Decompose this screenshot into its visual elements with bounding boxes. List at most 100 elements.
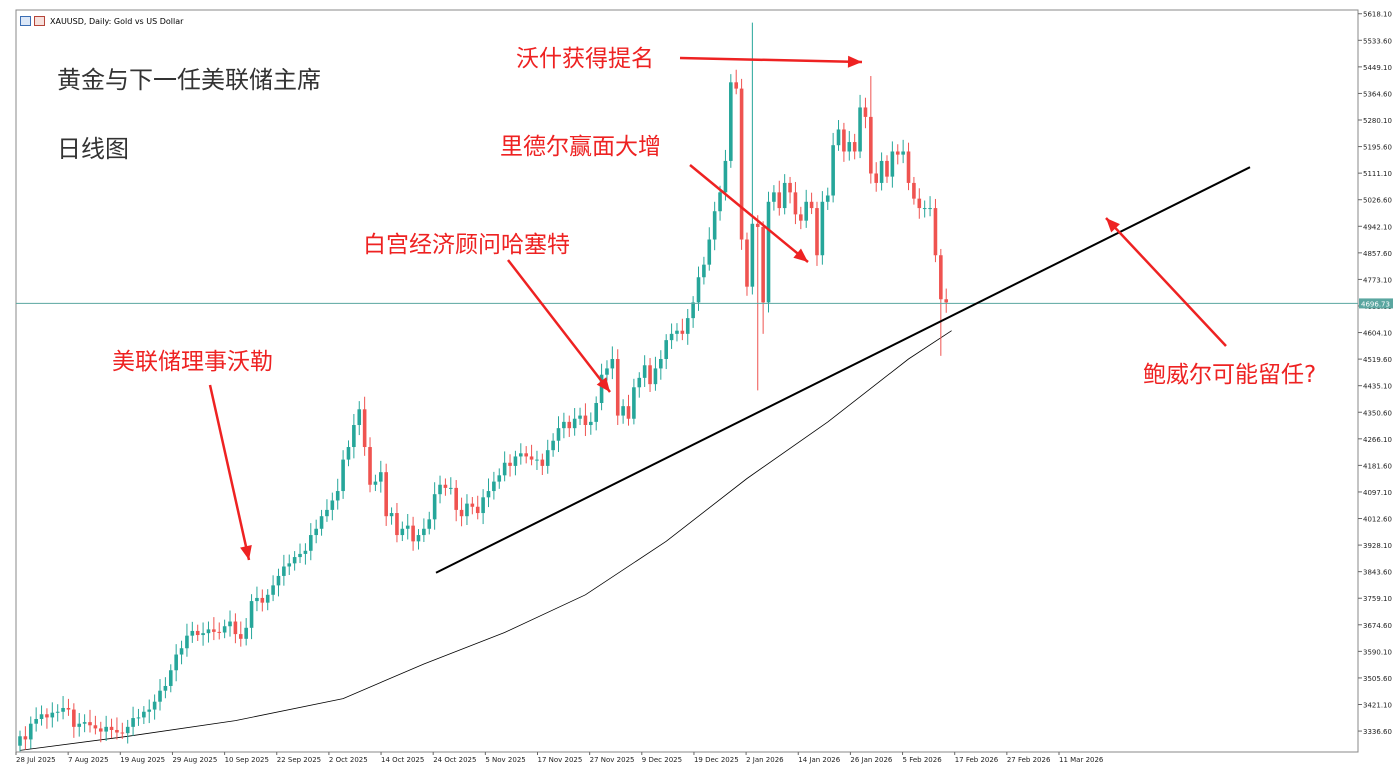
annotation-powell: 鲍威尔可能留任? bbox=[1143, 362, 1317, 388]
candle-body bbox=[314, 528, 318, 536]
candle-body bbox=[928, 208, 932, 210]
y-tick-label: 4181.60 bbox=[1363, 462, 1392, 470]
candle-body bbox=[179, 648, 184, 655]
moving-average-line bbox=[19, 330, 952, 751]
arrow-waller bbox=[208, 384, 251, 561]
candle-body bbox=[782, 182, 787, 209]
candle-body bbox=[271, 585, 275, 595]
candle-body bbox=[680, 330, 685, 334]
candle-body bbox=[201, 633, 205, 636]
candle-body bbox=[282, 566, 286, 576]
candle-body bbox=[562, 421, 566, 429]
x-tick-label: 2 Jan 2026 bbox=[746, 756, 784, 764]
candle-body bbox=[233, 621, 238, 635]
symbol-label: XAUUSD, Daily: Gold vs US Dollar bbox=[50, 16, 184, 26]
candle-body bbox=[610, 358, 615, 369]
candle-body bbox=[109, 726, 114, 730]
y-tick-label: 5195.60 bbox=[1363, 144, 1392, 152]
x-tick-label: 17 Feb 2026 bbox=[955, 756, 999, 764]
candle-body bbox=[831, 145, 835, 196]
candle-body bbox=[405, 525, 410, 529]
candle-body bbox=[874, 173, 879, 183]
arrow-powell-head bbox=[1106, 218, 1120, 233]
overlay-layer: 4696.73 bbox=[16, 166, 1393, 574]
candle-body bbox=[529, 456, 534, 460]
candle-body bbox=[244, 627, 248, 639]
candle-body bbox=[519, 453, 523, 457]
y-tick-label: 3590.10 bbox=[1363, 648, 1392, 656]
candle-body bbox=[61, 707, 65, 712]
x-tick-label: 22 Sep 2025 bbox=[277, 756, 321, 764]
candle-body bbox=[163, 685, 168, 691]
candle-body bbox=[858, 107, 862, 152]
candle-body bbox=[104, 726, 108, 732]
candle-body bbox=[39, 714, 44, 719]
x-tick-label: 24 Oct 2025 bbox=[433, 756, 476, 764]
candle-body bbox=[486, 491, 491, 498]
arrow-rieder bbox=[689, 164, 809, 263]
y-tick-label: 5618.10 bbox=[1363, 11, 1392, 19]
candle-body bbox=[793, 192, 798, 215]
candle-body bbox=[287, 563, 292, 567]
x-axis: 28 Jul 2025 7 Aug 2025 19 Aug 2025 29 Aug 2… bbox=[15, 752, 1104, 764]
candle-body bbox=[28, 723, 33, 740]
trendline bbox=[435, 166, 1251, 574]
candle-body bbox=[685, 318, 690, 334]
candle-body bbox=[772, 192, 776, 202]
arrow-warsh bbox=[679, 56, 863, 64]
candle-body bbox=[944, 299, 949, 303]
candle-body bbox=[88, 722, 92, 726]
chart-signal-icon[interactable] bbox=[34, 16, 45, 26]
candle-body bbox=[459, 509, 464, 517]
candle-body bbox=[718, 192, 722, 212]
candle-body bbox=[648, 365, 652, 385]
y-tick-label: 3843.60 bbox=[1363, 569, 1392, 577]
candle-body bbox=[249, 601, 254, 628]
candle-body bbox=[922, 208, 927, 210]
moving-average-layer bbox=[19, 330, 952, 751]
candle-body bbox=[66, 707, 71, 710]
candle-body bbox=[373, 481, 378, 485]
candle-body bbox=[389, 513, 394, 517]
y-tick-label: 3505.60 bbox=[1363, 675, 1392, 683]
y-tick-label: 5280.10 bbox=[1363, 117, 1392, 125]
candle-body bbox=[933, 208, 938, 256]
x-tick-label: 9 Dec 2025 bbox=[642, 756, 682, 764]
candle-body bbox=[378, 472, 383, 482]
annotation-rieder: 里德尔赢面大增 bbox=[500, 134, 661, 160]
candle-body bbox=[615, 358, 620, 416]
y-tick-label: 4266.10 bbox=[1363, 436, 1392, 444]
y-tick-label: 5364.60 bbox=[1363, 90, 1392, 98]
candle-body bbox=[605, 368, 609, 375]
y-tick-label: 5111.10 bbox=[1363, 170, 1392, 178]
y-tick-label: 3759.10 bbox=[1363, 595, 1392, 603]
chart-subtitle: 日线图 bbox=[57, 135, 129, 163]
candle-body bbox=[475, 506, 480, 514]
candle-body bbox=[23, 736, 28, 740]
candle-body bbox=[583, 415, 588, 426]
candle-body bbox=[34, 718, 38, 724]
y-tick-label: 5449.10 bbox=[1363, 64, 1392, 72]
chart-grid-icon[interactable] bbox=[20, 16, 31, 26]
candle-body bbox=[836, 129, 841, 146]
candle-body bbox=[551, 440, 555, 451]
candle-body bbox=[298, 553, 302, 558]
candle-body bbox=[443, 484, 448, 488]
candle-body bbox=[621, 406, 625, 416]
y-tick-label: 4773.10 bbox=[1363, 276, 1392, 284]
candle-body bbox=[45, 714, 49, 718]
candle-body bbox=[589, 421, 593, 426]
x-tick-label: 5 Nov 2025 bbox=[485, 756, 525, 764]
candle-body bbox=[513, 456, 518, 466]
y-tick-label: 4435.10 bbox=[1363, 383, 1392, 391]
candle-body bbox=[55, 711, 60, 713]
candle-body bbox=[939, 255, 943, 300]
x-tick-label: 2 Oct 2025 bbox=[329, 756, 368, 764]
x-tick-label: 19 Dec 2025 bbox=[694, 756, 739, 764]
y-tick-label: 4012.60 bbox=[1363, 516, 1392, 524]
annotation-arrows bbox=[208, 55, 1227, 561]
candle-body bbox=[863, 107, 868, 117]
x-tick-label: 29 Aug 2025 bbox=[172, 756, 217, 764]
arrow-waller-head bbox=[240, 545, 252, 560]
